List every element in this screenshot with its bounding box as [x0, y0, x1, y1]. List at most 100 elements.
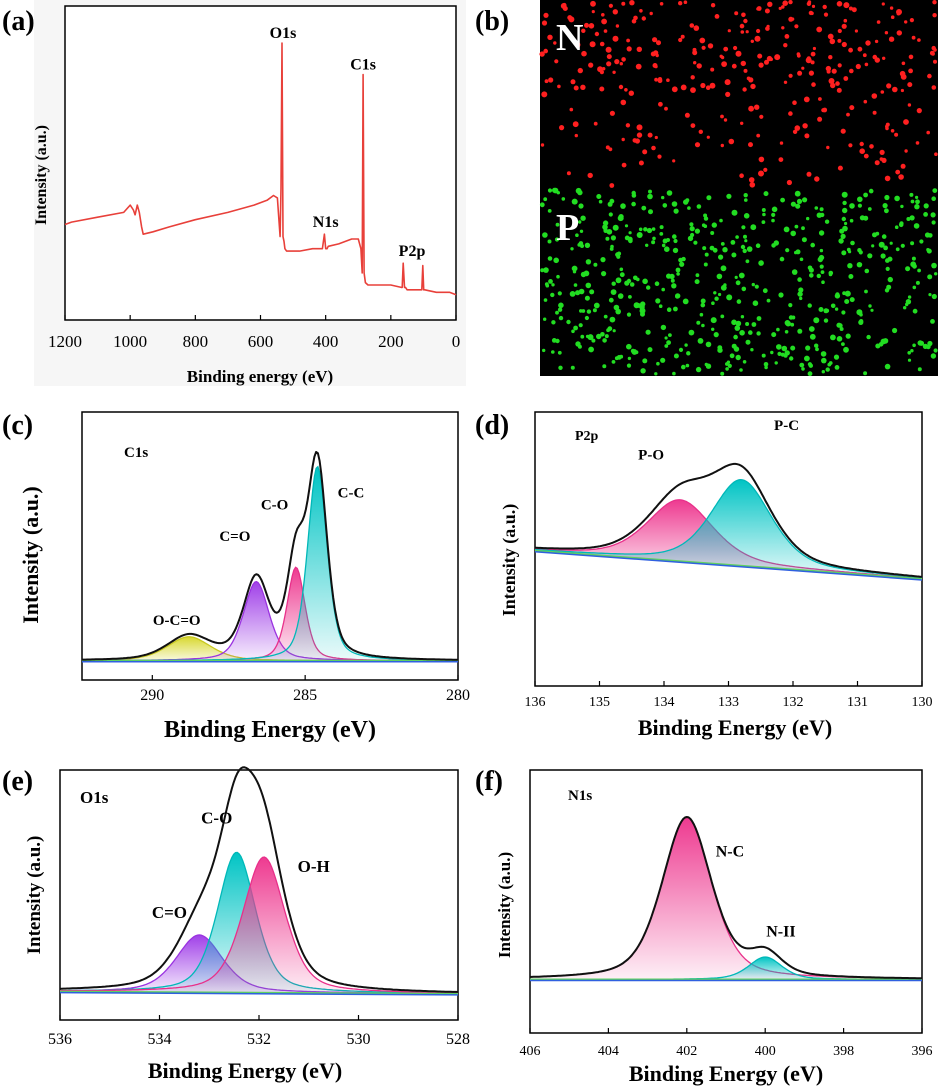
annotation-c-o: C=O	[219, 529, 250, 545]
map-dot	[707, 43, 714, 49]
map-dot	[718, 254, 724, 260]
map-dot	[885, 122, 890, 127]
map-dot	[581, 50, 587, 57]
map-dot	[831, 68, 837, 74]
panel-b-label: (b)	[475, 6, 509, 37]
map-dot	[766, 55, 773, 62]
map-dot	[759, 114, 764, 119]
map-dot	[879, 149, 885, 155]
map-dot	[656, 361, 660, 366]
map-dot	[591, 338, 596, 343]
map-dot	[783, 226, 790, 233]
panel-a-ticks: 1200 1000 800 600 400 200 0	[48, 315, 460, 351]
map-dot	[555, 310, 559, 315]
map-dot	[794, 24, 799, 29]
map-dot	[818, 97, 822, 101]
map-dot	[840, 233, 846, 239]
map-dot	[742, 87, 747, 92]
map-dot	[543, 12, 549, 18]
map-dot	[681, 256, 686, 262]
map-dot	[714, 296, 719, 301]
map-dot	[641, 16, 646, 21]
map-dot	[746, 246, 753, 252]
map-dot	[797, 277, 802, 282]
map-dot	[912, 343, 916, 348]
map-dot	[912, 263, 917, 269]
map-dot	[701, 323, 705, 328]
map-dot	[725, 367, 729, 371]
map-dot	[628, 295, 632, 299]
map-dot	[646, 227, 653, 234]
map-dot	[815, 347, 819, 352]
map-dot	[720, 314, 725, 319]
map-dot	[814, 176, 820, 182]
map-dot	[917, 367, 922, 372]
map-dot	[686, 351, 691, 356]
map-dot	[580, 215, 586, 221]
map-dot	[901, 61, 906, 66]
map-dot	[618, 214, 624, 220]
map-dot	[827, 33, 834, 40]
panel-e-title: O1s	[80, 788, 109, 807]
map-dot	[833, 354, 840, 360]
map-dot	[587, 172, 593, 179]
map-dot	[664, 336, 668, 340]
map-dot	[930, 319, 935, 324]
map-dot	[552, 187, 557, 193]
annotation-c-o: C=O	[152, 903, 187, 922]
annotation-o1s: O1s	[270, 25, 297, 42]
map-dot	[761, 208, 766, 212]
map-dot	[673, 306, 678, 312]
map-dot	[675, 267, 681, 273]
map-dot	[586, 309, 592, 314]
map-dot	[858, 250, 863, 255]
map-dot	[733, 334, 738, 340]
map-dot	[816, 273, 821, 279]
map-dot	[828, 272, 833, 277]
panel-d-tick-label: 131	[847, 695, 868, 710]
map-dot	[900, 243, 905, 248]
map-dot	[756, 28, 761, 34]
map-dot	[811, 4, 816, 8]
map-dot	[765, 26, 770, 31]
map-dot	[907, 103, 912, 107]
map-dot	[884, 31, 889, 35]
map-dot	[744, 239, 748, 243]
map-dot	[664, 106, 668, 111]
map-dot	[599, 41, 605, 47]
map-dot	[728, 138, 735, 145]
map-dot	[648, 189, 652, 194]
map-dot	[558, 315, 564, 321]
map-dot	[693, 61, 697, 65]
map-dot	[664, 344, 669, 348]
map-dot	[796, 198, 803, 204]
map-dot	[808, 326, 815, 332]
map-dot	[659, 232, 664, 236]
map-dot	[639, 9, 643, 13]
map-dot	[797, 70, 803, 76]
map-dot	[609, 110, 616, 116]
map-dot	[859, 215, 866, 221]
map-dot	[657, 77, 663, 82]
panel-a-xlabel: Binding energy (eV)	[187, 367, 333, 386]
map-dot	[687, 206, 691, 210]
map-dot	[896, 11, 901, 16]
map-dot	[601, 13, 605, 17]
map-dot	[823, 12, 829, 17]
map-dot	[740, 30, 745, 34]
map-dot	[666, 190, 673, 196]
panel-d-ylabel: Intensity (a.u.)	[499, 504, 520, 617]
map-dot	[602, 338, 607, 343]
map-dot	[711, 222, 717, 228]
map-dot	[751, 282, 755, 287]
map-dot	[792, 129, 798, 134]
map-dot	[885, 266, 890, 271]
map-dot	[788, 111, 793, 116]
map-dot	[720, 242, 725, 246]
map-dot	[810, 51, 816, 57]
map-dot	[693, 240, 698, 245]
map-dot	[858, 262, 863, 267]
map-dot	[588, 346, 594, 353]
map-dot	[578, 241, 584, 246]
map-dot	[694, 279, 700, 285]
